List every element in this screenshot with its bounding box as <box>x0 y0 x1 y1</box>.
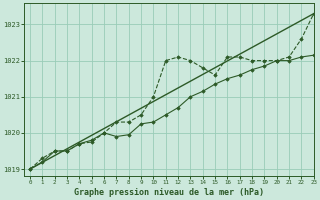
X-axis label: Graphe pression niveau de la mer (hPa): Graphe pression niveau de la mer (hPa) <box>74 188 264 197</box>
